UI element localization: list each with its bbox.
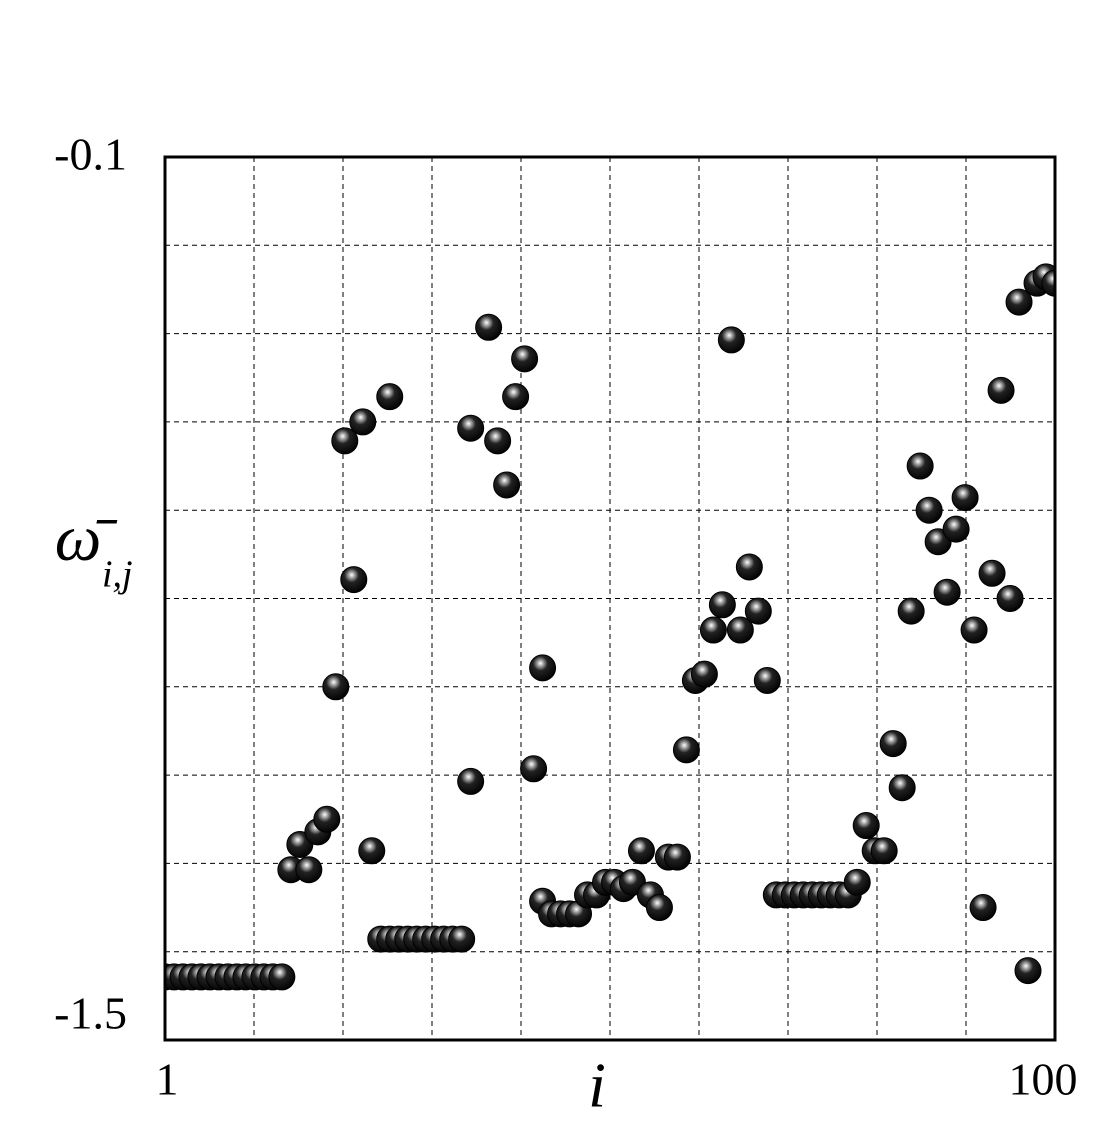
point <box>960 616 988 644</box>
point <box>349 408 377 436</box>
point <box>313 805 341 833</box>
point <box>295 856 323 884</box>
point <box>933 578 961 606</box>
point <box>1005 288 1033 316</box>
point <box>475 313 503 341</box>
point <box>879 730 907 758</box>
y-axis-label-subscript: i,j <box>102 554 133 596</box>
point <box>663 843 691 871</box>
point <box>1014 957 1042 985</box>
points <box>165 263 1055 991</box>
y-tick-label: -0.1 <box>54 129 127 180</box>
point <box>672 736 700 764</box>
point <box>502 383 530 411</box>
point <box>753 666 781 694</box>
point <box>906 452 934 480</box>
point <box>457 414 485 442</box>
point <box>843 868 871 896</box>
point <box>358 837 386 865</box>
point <box>493 471 521 499</box>
point <box>915 496 943 524</box>
point <box>376 383 404 411</box>
x-axis-label: i <box>588 1050 606 1121</box>
point <box>511 345 539 373</box>
point <box>717 326 745 354</box>
point <box>457 767 485 795</box>
point <box>897 597 925 625</box>
point <box>529 654 557 682</box>
point <box>645 894 673 922</box>
point <box>951 484 979 512</box>
point <box>870 837 898 865</box>
point <box>708 591 736 619</box>
point <box>331 427 359 455</box>
point <box>1041 269 1055 297</box>
point <box>520 755 548 783</box>
point <box>268 963 296 991</box>
x-tick-label: 100 <box>1009 1054 1078 1105</box>
point <box>996 585 1024 612</box>
point <box>699 616 727 644</box>
point <box>888 774 916 802</box>
point <box>726 616 754 644</box>
point <box>987 376 1015 404</box>
point <box>735 553 763 581</box>
point <box>978 559 1006 587</box>
point <box>690 660 718 688</box>
x-tick-label: 1 <box>156 1054 179 1105</box>
point <box>484 427 512 455</box>
point <box>852 812 880 840</box>
point <box>969 894 997 922</box>
point <box>627 837 655 865</box>
plot-frame <box>163 155 1057 1042</box>
point <box>340 566 368 594</box>
y-tick-label: -1.5 <box>54 988 127 1039</box>
point <box>942 515 970 543</box>
point <box>744 597 772 625</box>
point <box>448 925 476 953</box>
point <box>322 673 350 701</box>
grid <box>165 157 1055 1040</box>
